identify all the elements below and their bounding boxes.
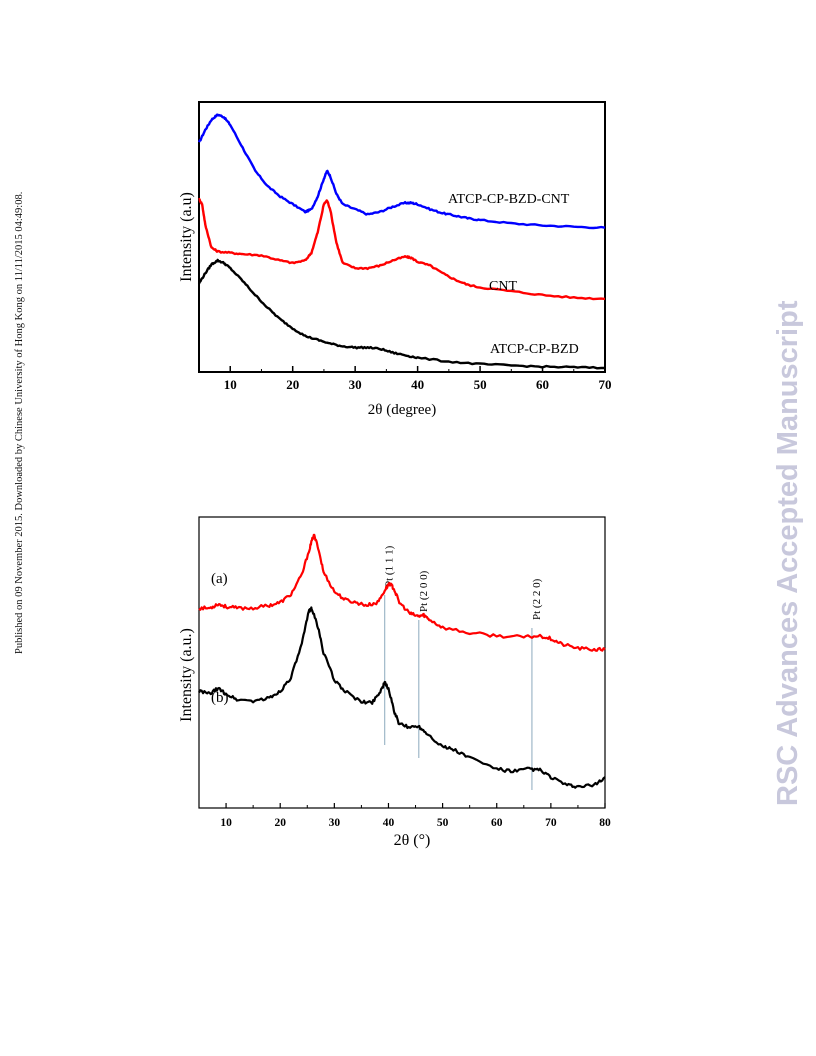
chart1-series-line — [197, 258, 605, 370]
chart2-xtick-label: 30 — [329, 817, 341, 829]
chart1-xtick-label: 60 — [536, 377, 549, 392]
chart1-frame — [198, 101, 606, 373]
chart2-label-b: (b) — [211, 690, 229, 706]
chart2-xtick-label: 60 — [491, 817, 503, 829]
chart2-series-line — [198, 533, 606, 652]
chart2-xtick-label: 80 — [599, 817, 611, 829]
chart1-ylabel: Intensity (a.u) — [178, 192, 195, 282]
chart2-frame — [198, 516, 606, 809]
chart2-xtick-label: 20 — [274, 817, 286, 829]
chart1-xtick-label: 50 — [474, 377, 487, 392]
chart1-xtick-label: 40 — [411, 377, 424, 392]
chart2-ylabel: Intensity (a.u.) — [178, 628, 195, 722]
chart2-xtick-label: 10 — [220, 817, 232, 829]
chart1-series-line — [198, 198, 606, 301]
chart2-series-line — [198, 606, 606, 789]
chart1-xlabel: 2θ (degree) — [368, 402, 436, 418]
chart2-label-a: (a) — [211, 571, 228, 587]
chart1-xtick-label: 70 — [599, 377, 612, 392]
chart2-reference-lines: Pt (1 1 1) Pt (2 0 0) Pt (2 2 0) — [384, 545, 543, 790]
chart2-xlabel: 2θ (°) — [394, 832, 431, 849]
chart1-xtick-label: 30 — [349, 377, 362, 392]
chart2-xtick-label: 50 — [437, 817, 449, 829]
chart2-xtick-label: 40 — [383, 817, 395, 829]
chart2-reference-label: Pt (2 2 0) — [531, 578, 543, 620]
chart2-reference-label: Pt (2 0 0) — [418, 570, 430, 612]
chart2-lines — [198, 533, 606, 789]
chart2-ticks: 10 20 30 40 50 60 70 80 — [198, 803, 611, 829]
chart2-xtick-label: 70 — [545, 817, 557, 829]
chart1-label-cnt-composite: ATCP-CP-BZD-CNT — [448, 192, 570, 207]
chart1-ticks: 10 20 30 40 50 60 70 — [198, 366, 612, 392]
chart1-lines — [197, 113, 606, 370]
chart1-xtick-label: 10 — [224, 377, 237, 392]
chart2-reference-label: Pt (1 1 1) — [384, 545, 396, 587]
chart1-label-bzd: ATCP-CP-BZD — [490, 342, 579, 357]
chart1-xtick-label: 20 — [286, 377, 299, 392]
chart1-series-line — [197, 113, 606, 230]
chart1-label-cnt: CNT — [489, 279, 517, 294]
